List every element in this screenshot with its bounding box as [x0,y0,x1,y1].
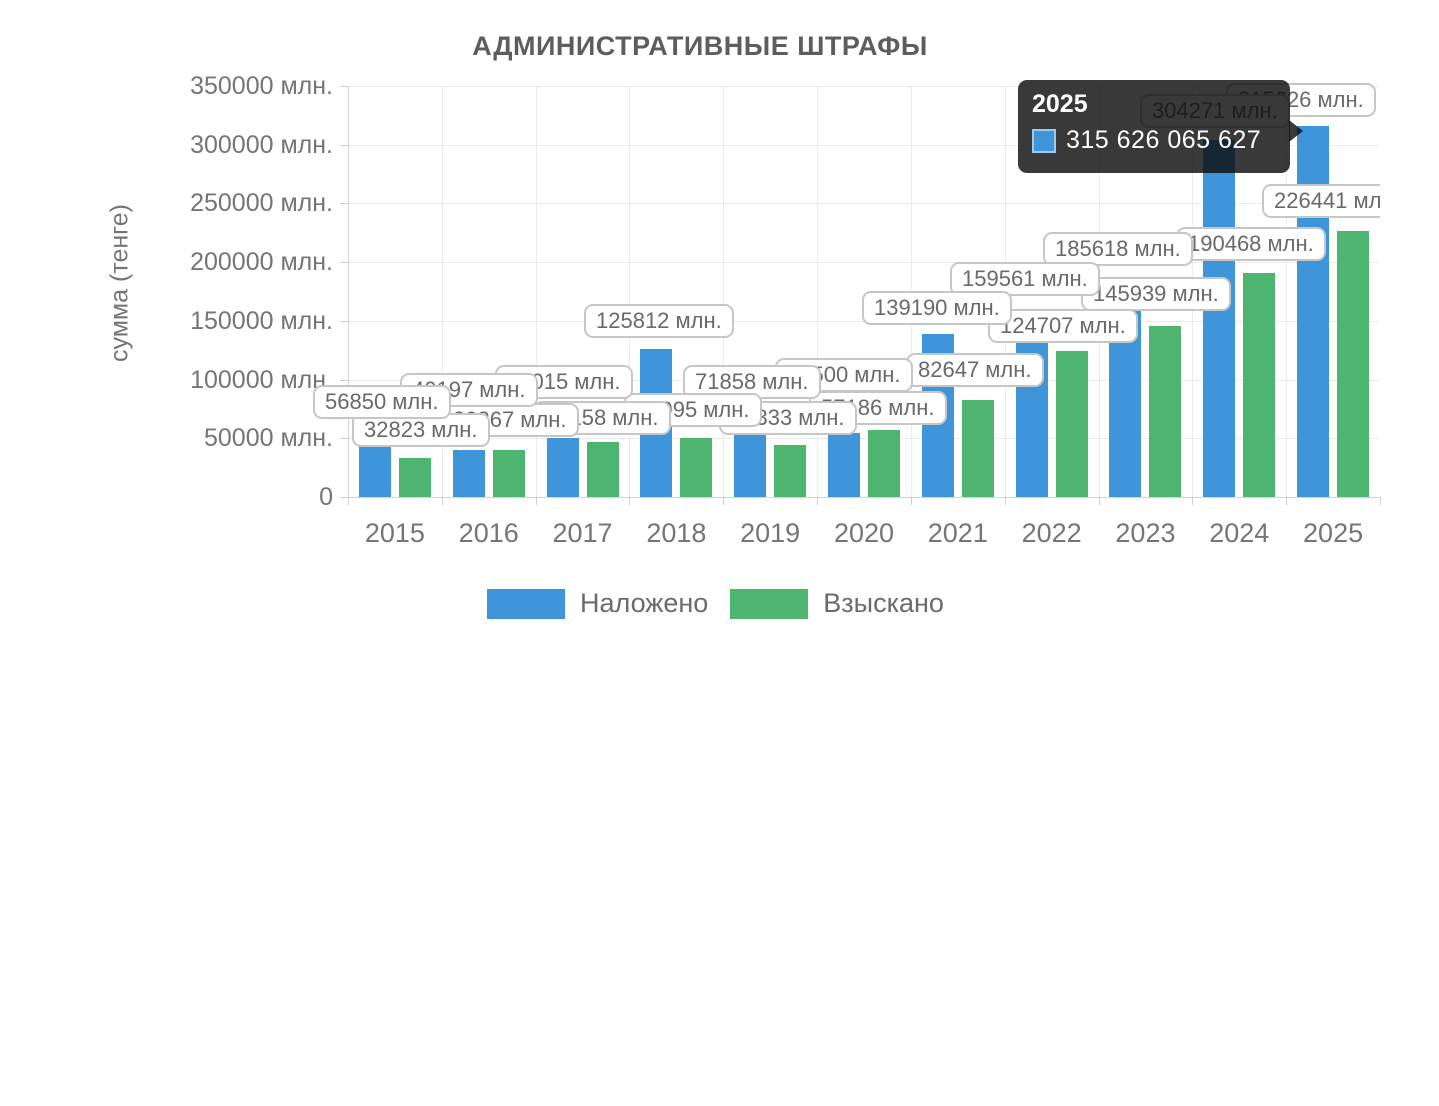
bar-2020-Взыскано[interactable] [868,430,900,497]
bar-2016-Наложено[interactable] [453,450,485,497]
x-tick [629,497,630,505]
x-tick-label: 2018 [646,518,707,548]
data-label: 125812 млн. [584,304,734,338]
x-tick-label: 2022 [1021,518,1082,548]
x-tick [1099,497,1100,505]
tooltip: 2025 315 626 065 627 [1018,80,1303,173]
x-axis-line [348,497,1380,498]
x-tick [348,497,349,505]
x-tick-label: 2021 [927,518,988,548]
y-tick [340,144,348,146]
y-tick [340,320,348,322]
x-tick-label: 2025 [1303,518,1364,548]
legend-item-nalozheno[interactable]: Наложено [487,588,708,619]
x-tick-label: 2019 [740,518,801,548]
y-tick [340,203,348,205]
legend-swatch-blue [487,588,565,619]
bar-2022-Взыскано[interactable] [1056,351,1088,497]
x-tick [817,497,818,505]
tooltip-series-swatch [1032,128,1056,153]
gridline-h [348,262,1380,264]
y-tick [340,86,348,87]
x-tick [1192,497,1193,505]
gridline-v [629,86,630,497]
gridline-h [348,86,1380,87]
y-tick-label: 100000 млн. [190,365,333,394]
bar-2019-Взыскано[interactable] [774,445,806,497]
bar-2018-Взыскано[interactable] [680,438,712,497]
x-tick-label: 2024 [1209,518,1270,548]
y-axis-line [348,86,349,497]
gridline-h [348,144,1380,146]
bar-2025-Взыскано[interactable] [1337,231,1369,497]
y-tick-label: 0 [319,483,333,511]
legend-swatch-green [730,588,809,619]
data-label: 190468 млн. [1176,227,1326,261]
y-tick-label: 350000 млн. [190,72,333,100]
bar-2017-Взыскано[interactable] [587,442,619,497]
legend: Наложено Взыскано [487,588,944,619]
legend-label: Наложено [580,588,709,618]
x-tick [723,497,724,505]
gridline-h [348,438,1380,440]
data-label: 226441 млн. [1262,184,1380,218]
data-label: 124707 млн. [988,309,1138,343]
tooltip-title: 2025 [1032,90,1088,118]
bar-2015-Взыскано[interactable] [399,458,431,497]
legend-item-vzyskano[interactable]: Взыскано [730,588,944,619]
x-tick-label: 2016 [458,518,519,548]
chart-title: АДМИНИСТРАТИВНЫЕ ШТРАФЫ [472,31,928,61]
x-tick-label: 2015 [364,518,425,548]
gridline-v [536,86,537,497]
bar-2017-Наложено[interactable] [547,438,579,497]
x-tick [442,497,443,505]
y-tick-label: 200000 млн. [190,248,333,277]
data-label: 32823 млн. [352,413,490,447]
x-tick [1380,497,1381,505]
data-label: 82647 млн. [906,353,1044,387]
bar-2025-Наложено[interactable] [1297,126,1329,497]
y-tick-label: 50000 млн. [204,424,333,453]
bar-2024-Наложено[interactable] [1203,140,1235,497]
tooltip-caret [1289,120,1303,142]
y-tick [340,497,348,498]
y-tick [340,379,348,381]
bar-2023-Взыскано[interactable] [1149,326,1181,497]
bar-2020-Наложено[interactable] [828,433,860,497]
gridline-v [1286,86,1287,497]
legend-label: Взыскано [823,588,944,618]
x-tick [1286,497,1287,505]
y-tick-label: 150000 млн. [190,306,333,335]
gridline-v [442,86,443,497]
x-tick-label: 2023 [1115,518,1176,548]
y-tick [340,262,348,264]
x-tick [536,497,537,505]
y-tick [340,438,348,440]
y-tick-label: 250000 млн. [190,189,333,218]
data-label: 139190 млн. [862,291,1012,325]
bar-2021-Взыскано[interactable] [962,400,994,497]
tooltip-value: 315 626 065 627 [1066,126,1262,154]
x-tick-label: 2017 [552,518,613,548]
gridline-v [723,86,724,497]
y-tick-label: 300000 млн. [190,130,333,159]
x-tick [911,497,912,505]
data-label: 159561 млн. [950,262,1100,296]
x-tick [1005,497,1006,505]
x-tick-label: 2020 [833,518,895,548]
bar-2016-Взыскано[interactable] [493,450,525,497]
data-label: 185618 млн. [1043,232,1193,266]
data-label: 145939 млн. [1081,277,1231,311]
gridline-h [348,203,1380,205]
data-label: 56850 млн. [313,385,451,419]
bar-2024-Взыскано[interactable] [1243,273,1275,497]
gridline-v [817,86,818,497]
